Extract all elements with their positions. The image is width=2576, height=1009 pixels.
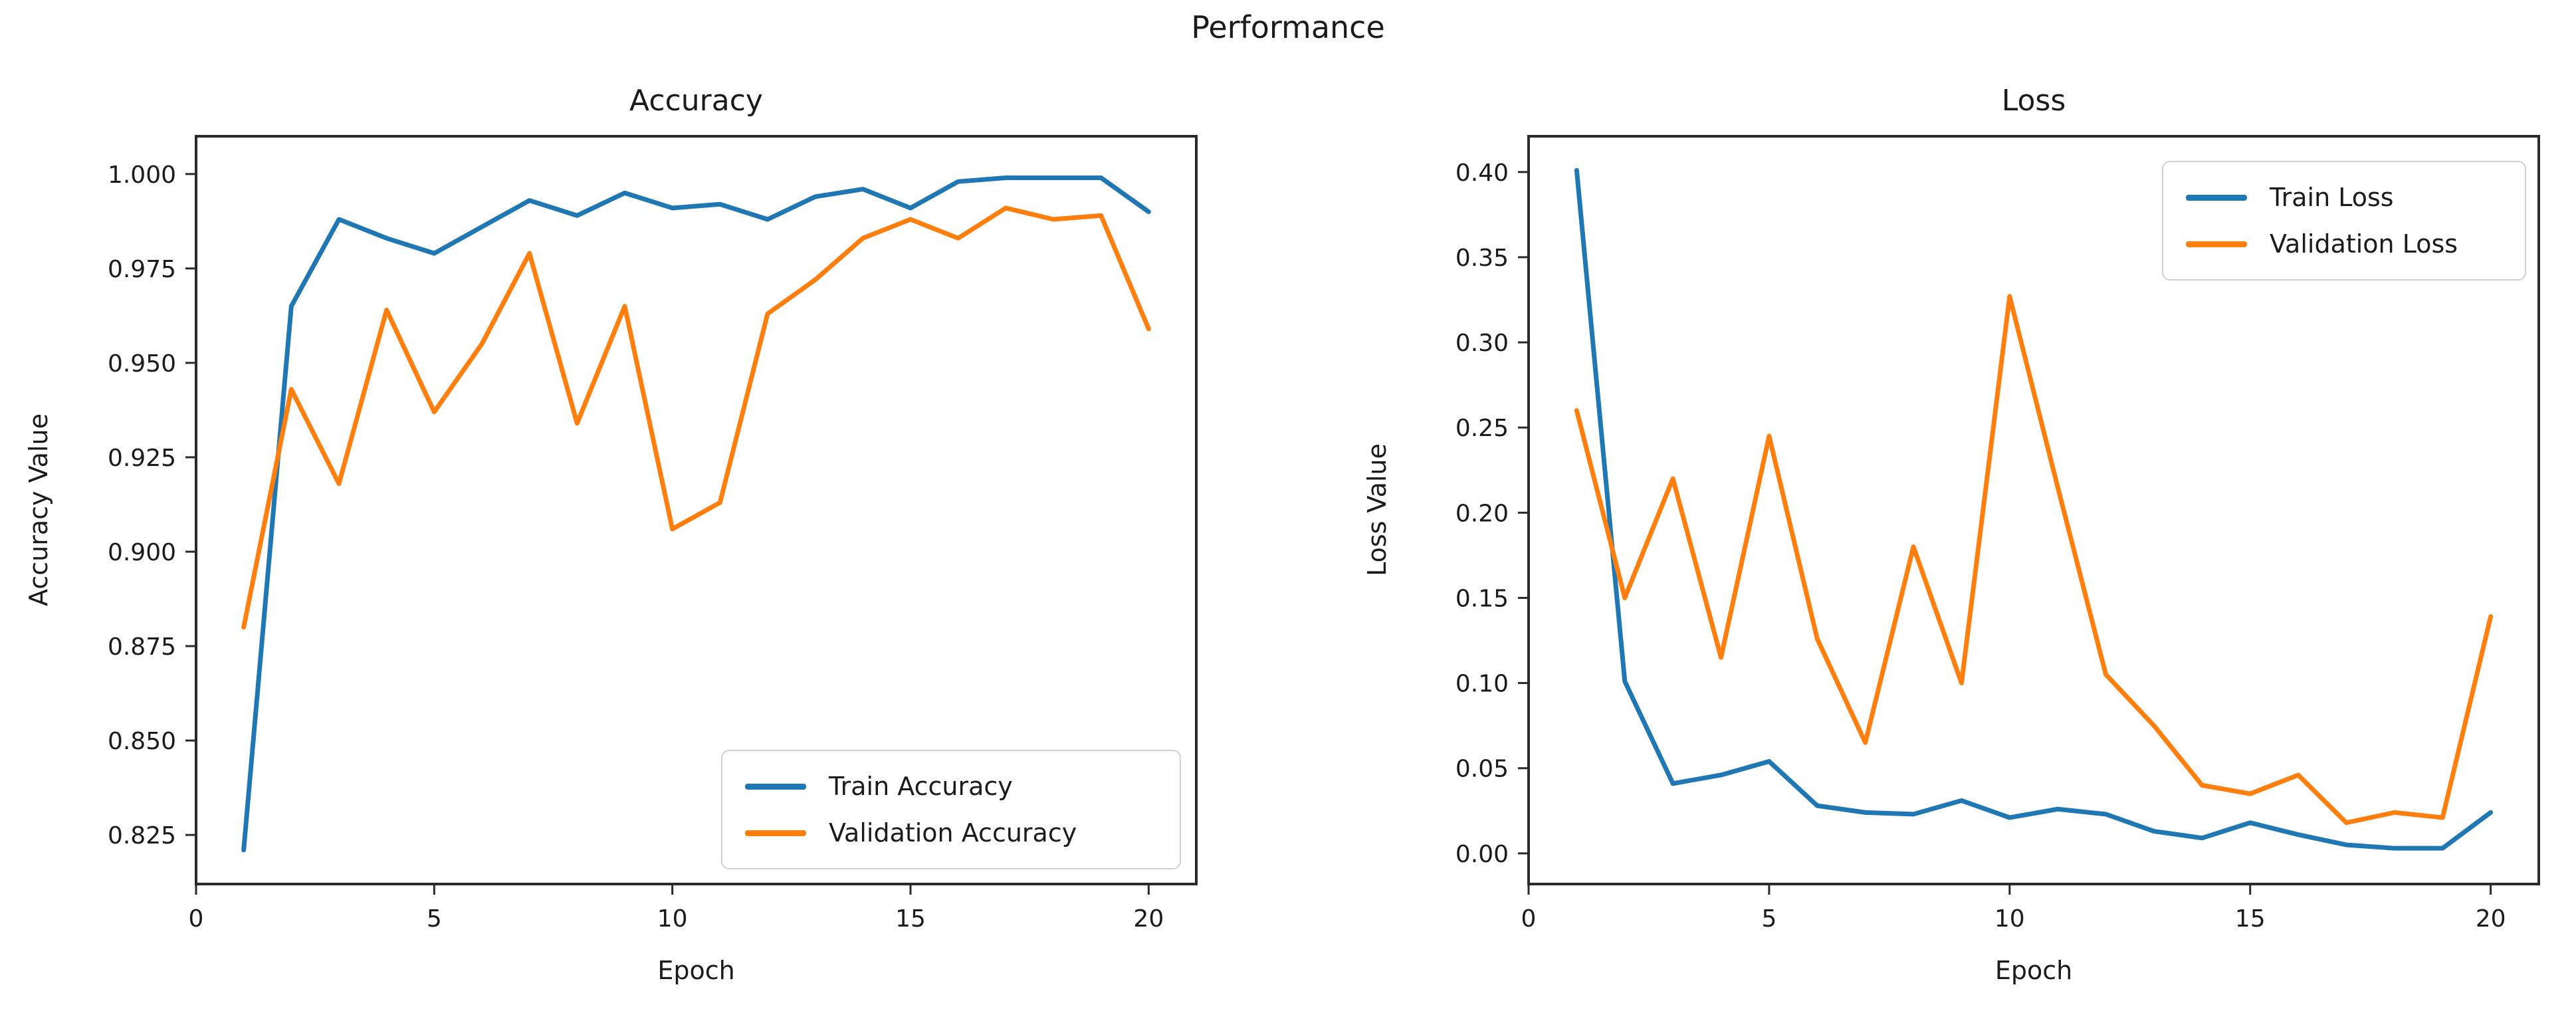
y-tick-label: 0.25 bbox=[1455, 415, 1509, 442]
loss-y-axis-label: Loss Value bbox=[1362, 443, 1392, 576]
x-tick-label: 15 bbox=[895, 905, 926, 933]
x-tick-label: 15 bbox=[2235, 905, 2266, 933]
legend-row-train-loss: Train Loss bbox=[2186, 183, 2502, 212]
y-tick-label: 0.05 bbox=[1455, 756, 1509, 783]
y-tick-label: 0.950 bbox=[108, 350, 176, 378]
legend-label-train-loss: Train Loss bbox=[2270, 183, 2394, 212]
loss-plot: 0 5 10 15 20 0.00 0.05 0.10 0.15 0.20 0.25 0.30 0.35… bbox=[1455, 135, 2540, 933]
accuracy-axes-box bbox=[195, 135, 1198, 885]
x-tick-label: 10 bbox=[657, 905, 688, 933]
legend-row-validation-loss: Validation Loss bbox=[2186, 229, 2502, 259]
legend-row-train-accuracy: Train Accuracy bbox=[745, 772, 1157, 801]
y-tick-label: 0.30 bbox=[1455, 330, 1509, 357]
accuracy-y-ticks: 0.825 0.850 0.875 0.900 0.925 0.950 0.975 1.000 bbox=[108, 162, 196, 849]
loss-x-ticks: 0 5 10 15 20 bbox=[1521, 884, 2506, 933]
accuracy-plot: 0 5 10 15 200.8250.8500.8750.9000.9250.9500.… bbox=[108, 135, 1198, 933]
accuracy-subplot-title: Accuracy bbox=[629, 84, 763, 118]
y-tick-label: 0.875 bbox=[108, 633, 176, 661]
y-tick-label: 0.15 bbox=[1455, 585, 1509, 612]
legend-row-validation-accuracy: Validation Accuracy bbox=[745, 818, 1157, 847]
legend-label-train-accuracy: Train Accuracy bbox=[829, 772, 1013, 801]
x-tick-label: 20 bbox=[1133, 905, 1164, 933]
accuracy-x-axis-label: Epoch bbox=[657, 956, 735, 985]
y-tick-label: 0.00 bbox=[1455, 841, 1509, 868]
legend-label-validation-accuracy: Validation Accuracy bbox=[829, 818, 1077, 847]
y-tick-label: 0.825 bbox=[108, 822, 176, 849]
y-tick-label: 0.35 bbox=[1455, 245, 1509, 272]
accuracy-y-axis-label: Accuracy Value bbox=[24, 413, 53, 606]
y-tick-label: 1.000 bbox=[108, 162, 176, 189]
legend-label-validation-loss: Validation Loss bbox=[2270, 229, 2458, 259]
y-tick-label: 0.850 bbox=[108, 728, 176, 755]
train-loss-line-swatch bbox=[2186, 194, 2247, 201]
x-tick-label: 5 bbox=[1761, 905, 1776, 933]
y-tick-label: 0.20 bbox=[1455, 500, 1509, 527]
x-tick-label: 0 bbox=[189, 905, 204, 933]
validation-loss-line bbox=[1574, 294, 2494, 826]
validation-accuracy-line bbox=[241, 205, 1151, 630]
y-tick-label: 0.925 bbox=[108, 445, 176, 472]
x-tick-label: 0 bbox=[1521, 905, 1537, 933]
train-accuracy-line bbox=[241, 175, 1151, 853]
x-tick-label: 10 bbox=[1994, 905, 2025, 933]
accuracy-x-ticks: 0 5 10 15 20 bbox=[189, 884, 1164, 933]
y-tick-label: 0.40 bbox=[1455, 160, 1509, 187]
x-tick-label: 20 bbox=[2476, 905, 2506, 933]
loss-axes-box bbox=[1527, 135, 2540, 885]
train-loss-line bbox=[1574, 168, 2494, 851]
loss-subplot-title: Loss bbox=[2001, 84, 2066, 118]
y-tick-label: 0.10 bbox=[1455, 671, 1509, 698]
loss-legend: Train Loss Validation Loss bbox=[2162, 161, 2526, 280]
y-tick-label: 0.975 bbox=[108, 256, 176, 283]
accuracy-legend: Train Accuracy Validation Accuracy bbox=[721, 750, 1181, 869]
validation-loss-line-swatch bbox=[2186, 241, 2247, 247]
y-tick-label: 0.900 bbox=[108, 539, 176, 566]
figure-title: Performance bbox=[1191, 9, 1385, 45]
train-accuracy-line-swatch bbox=[745, 783, 806, 790]
loss-y-ticks: 0.00 0.05 0.10 0.15 0.20 0.25 0.30 0.35 0.40 bbox=[1455, 160, 1529, 868]
loss-x-axis-label: Epoch bbox=[1994, 956, 2073, 985]
validation-accuracy-line-swatch bbox=[745, 830, 806, 836]
x-tick-label: 5 bbox=[427, 905, 442, 933]
